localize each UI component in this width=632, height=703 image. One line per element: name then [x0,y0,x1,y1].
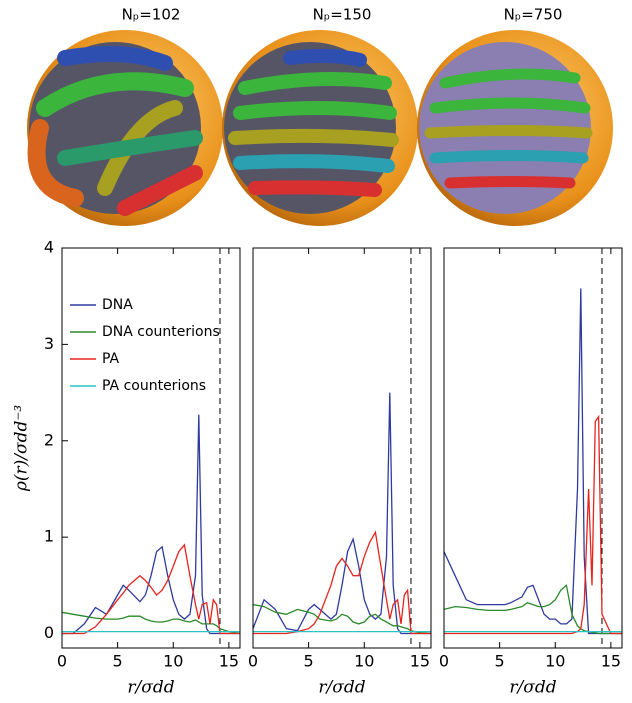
y-tick-label: 3 [44,334,54,353]
x-tick-label: 10 [163,652,183,671]
x-tick-label: 5 [304,652,314,671]
legend-label: DNA [102,297,133,313]
x-tick-label: 0 [248,652,258,671]
series-line [252,603,432,635]
plot-frame [252,247,432,649]
y-tick-label: 4 [44,238,54,257]
legend-label: PA [102,351,120,367]
render-2 [222,30,418,226]
x-axis-label: r/σdd [127,678,174,698]
chart-title: Nₚ=150 [313,6,372,24]
x-axis-label: r/σdd [509,678,556,698]
y-tick-label: 0 [44,623,54,642]
y-tick-label: 2 [44,430,54,449]
series-line [252,392,431,635]
series-line [62,543,240,635]
x-tick-label: 15 [410,652,430,671]
plot-frame [443,247,623,649]
render-3 [417,30,613,226]
y-axis-label: ρ(r)/σdd⁻³ [12,405,32,492]
x-tick-label: 5 [495,652,505,671]
chart-title: Nₚ=102 [122,6,181,24]
x-axis-label: r/σdd [318,678,365,698]
x-tick-label: 5 [113,652,123,671]
x-tick-label: 10 [354,652,374,671]
y-tick-label: 1 [44,527,54,546]
chart-title: Nₚ=750 [504,6,563,24]
x-tick-label: 0 [57,652,67,671]
render-1 [27,30,223,226]
x-tick-label: 15 [219,652,239,671]
plot-frame [61,247,241,649]
legend-label: DNA counterions [102,324,220,340]
render-images [27,30,613,226]
series-line [253,530,431,635]
series-line [444,414,622,635]
x-tick-label: 15 [601,652,621,671]
legend-label: PA counterions [102,378,206,394]
x-tick-label: 10 [545,652,565,671]
x-tick-label: 0 [439,652,449,671]
series-line [443,288,622,635]
series-line [443,584,622,635]
series-line [61,611,241,635]
series-line [62,414,240,635]
